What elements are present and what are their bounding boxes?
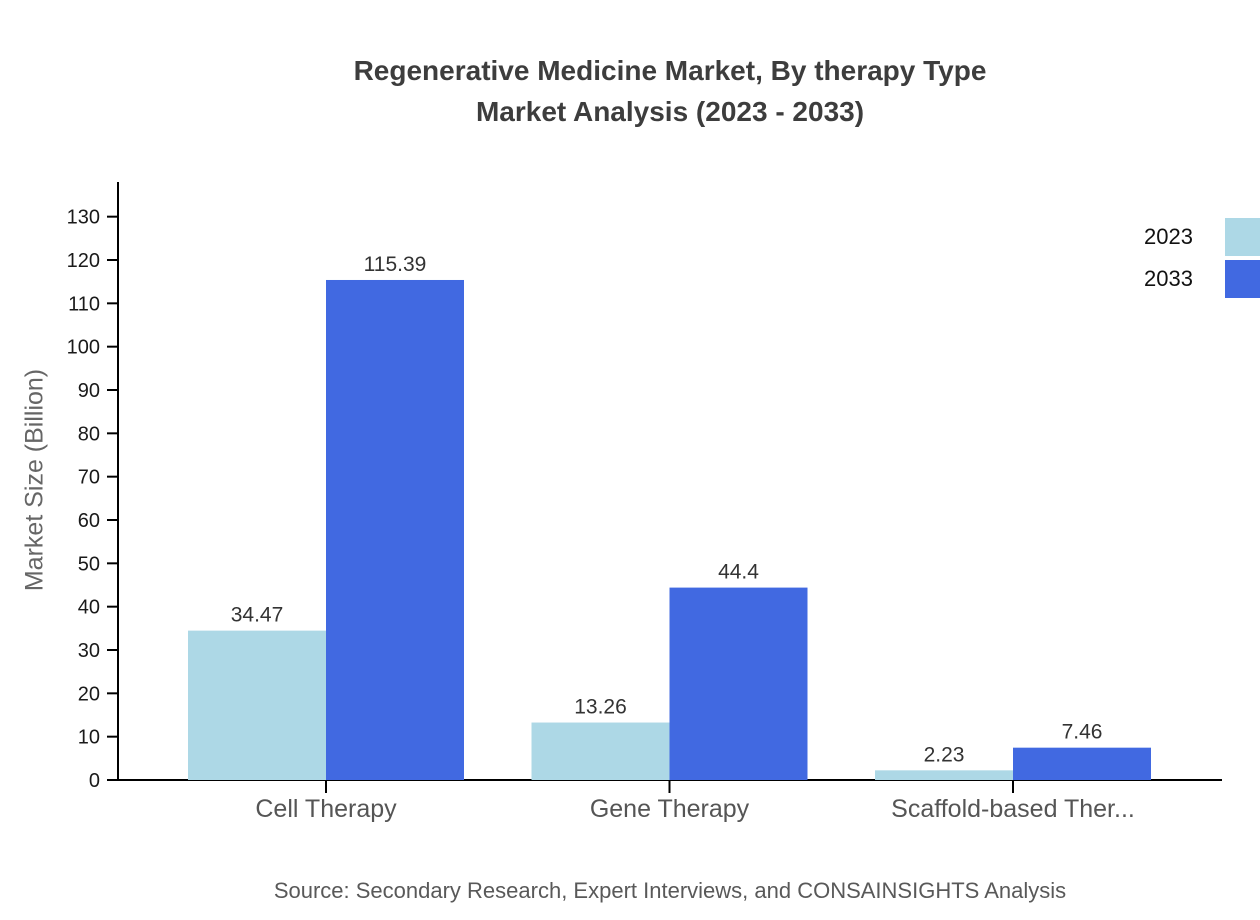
legend-item-2033: 2033: [1144, 258, 1260, 300]
x-category-label: Cell Therapy: [255, 795, 397, 823]
bar-2023-gene-therapy: [531, 722, 670, 780]
y-tick-label: 20: [78, 683, 100, 705]
y-tick-label: 70: [78, 467, 100, 489]
bar-2023-cell-therapy: [188, 630, 326, 780]
bar-value-label: 7.46: [1062, 721, 1103, 744]
bar-value-label: 34.47: [231, 604, 284, 627]
bar-2033-gene-therapy: [669, 587, 808, 780]
legend-label-2033: 2033: [1144, 266, 1193, 291]
bar-value-label: 44.4: [718, 561, 759, 584]
y-tick-label: 50: [78, 553, 100, 575]
y-tick-label: 90: [78, 380, 100, 402]
bar-2023-scaffold-based-ther: [875, 770, 1013, 780]
y-tick-label: 60: [78, 510, 100, 532]
chart-title-line-2: Market Analysis (2023 - 2033): [475, 96, 865, 127]
bar-2033-scaffold-based-ther: [1013, 747, 1151, 780]
x-category-label: Gene Therapy: [590, 795, 750, 823]
legend-swatch-2023: [1225, 218, 1260, 256]
source-note: Source: Secondary Research, Expert Inter…: [273, 878, 1067, 903]
bar-2033-cell-therapy: [326, 279, 464, 780]
legend-label-2023: 2023: [1144, 224, 1193, 249]
bar-value-label: 115.39: [364, 253, 427, 276]
y-tick-label: 100: [67, 337, 100, 359]
bar-value-label: 2.23: [924, 743, 965, 766]
y-tick-label: 0: [89, 770, 100, 792]
y-tick-label: 80: [78, 423, 100, 445]
legend-item-2023: 2023: [1144, 216, 1260, 258]
bar-value-label: 13.26: [574, 696, 627, 719]
legend: 2023 2033: [1144, 216, 1260, 300]
legend-swatch-2033: [1225, 260, 1260, 298]
y-tick-label: 120: [67, 250, 100, 272]
x-category-label: Scaffold-based Ther...: [891, 795, 1135, 823]
y-tick-label: 110: [68, 293, 100, 315]
y-tick-label: 30: [78, 640, 100, 662]
y-tick-label: 40: [78, 597, 100, 619]
chart-title-line-1: Regenerative Medicine Market, By therapy…: [353, 55, 987, 86]
y-tick-label: 130: [67, 207, 100, 229]
chart-title: Regenerative Medicine Market, By therapy…: [118, 50, 1222, 132]
y-axis-title: Market Size (Billion): [20, 368, 49, 592]
y-tick-label: 10: [78, 727, 100, 749]
